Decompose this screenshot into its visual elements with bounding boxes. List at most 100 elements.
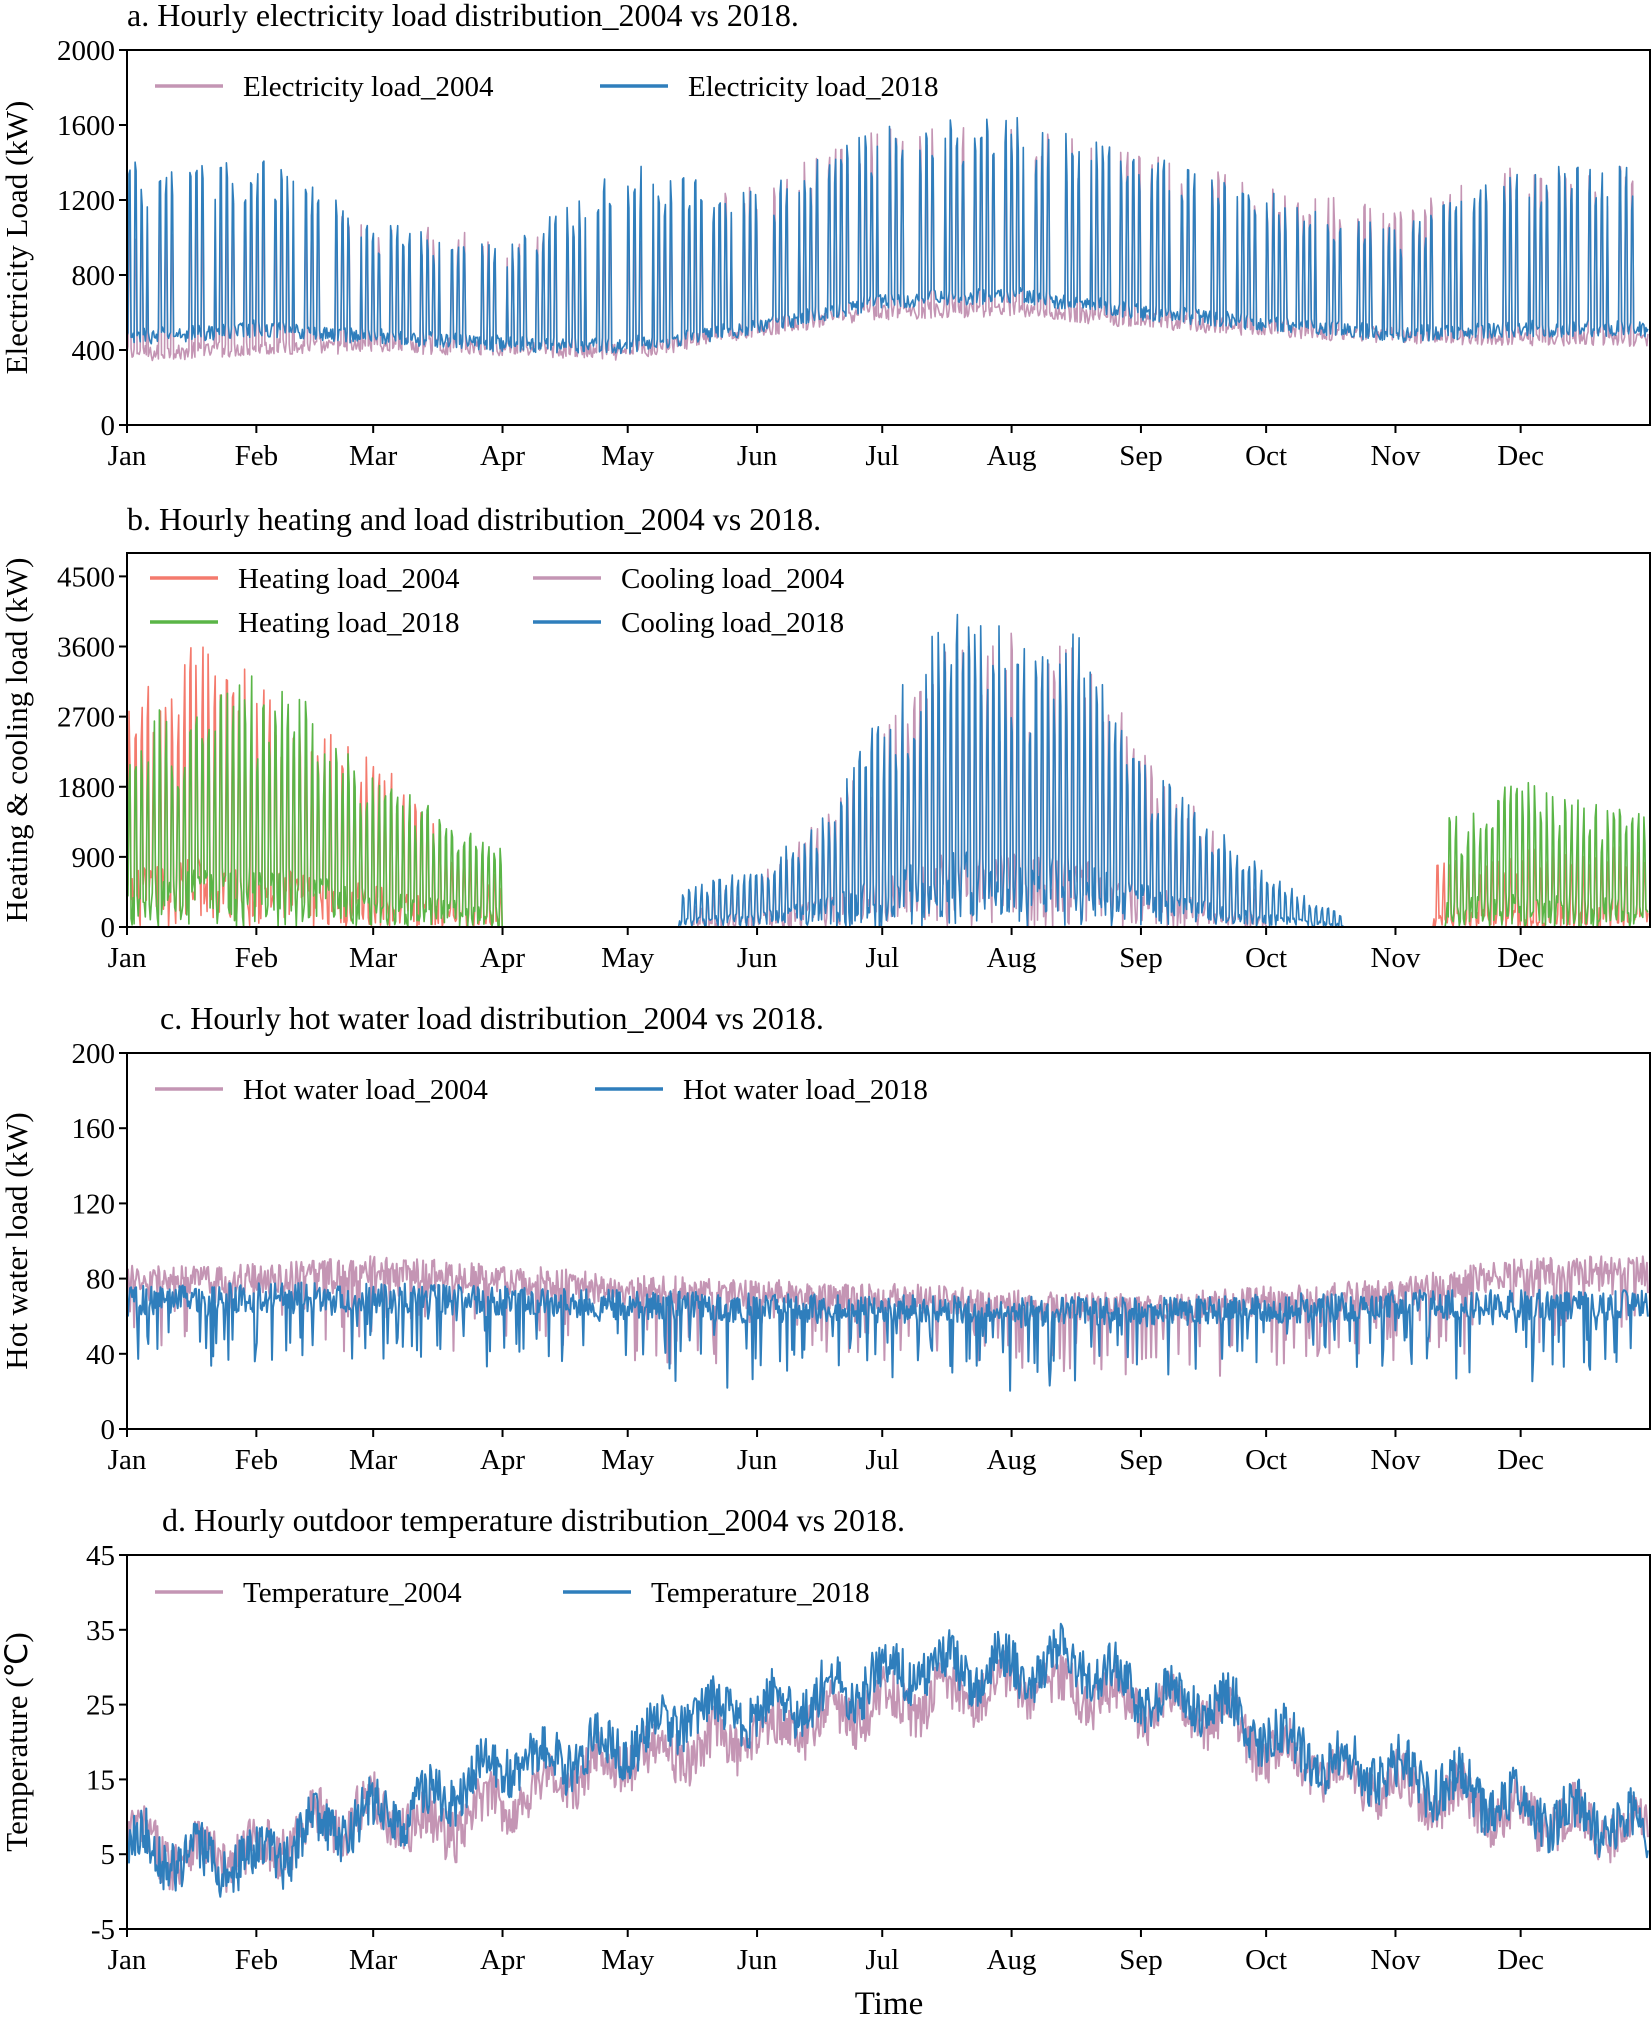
x-tick-label-nov: Nov [1370,1444,1420,1476]
y-tick-label: 1600 [57,110,115,142]
y-tick-label: 160 [72,1113,116,1145]
panel-b-title: b. Hourly heating and load distribution_… [127,501,821,537]
legend-label: Heating load_2004 [238,563,460,595]
x-tick-label-apr: Apr [480,1444,525,1476]
series-line-temperature-2018 [126,1622,1649,1898]
y-tick-label: 1200 [57,185,115,217]
x-tick-label-nov: Nov [1370,1944,1420,1976]
legend-label: Electricity load_2018 [688,71,938,103]
panel-a-title: a. Hourly electricity load distribution_… [127,0,799,33]
y-axis-label: Electricity Load (kW) [0,101,34,375]
x-tick-label-aug: Aug [987,1944,1037,1976]
x-tick-label-dec: Dec [1497,440,1544,472]
legend-label: Electricity load_2004 [243,71,494,103]
panel-c-hot-water: c. Hourly hot water load distribution_20… [0,1000,1651,1476]
y-tick-label: 200 [72,1038,116,1070]
series-layer [126,1622,1649,1898]
series-line-heating-load-2018 [126,675,1649,928]
legend: Electricity load_2004 Electricity load_20… [155,71,938,103]
y-tick-label: 4500 [57,561,115,593]
x-tick-label-jul: Jul [865,440,899,472]
y-tick-label: 800 [72,260,116,292]
panel-d-temperature: d. Hourly outdoor temperature distributi… [0,1502,1651,2019]
y-tick-label: -5 [91,1914,115,1946]
y-tick-label: 40 [86,1339,115,1371]
x-tick-label-sep: Sep [1119,440,1163,472]
series-layer [126,116,1649,362]
series-layer [126,1255,1649,1392]
x-tick-label-jan: Jan [108,1444,147,1476]
panel-a-electricity: a. Hourly electricity load distribution_… [0,0,1651,472]
series-line-electricity-load-2004 [126,125,1649,362]
y-tick-label: 0 [101,410,116,442]
x-tick-label-dec: Dec [1497,942,1544,974]
x-tick-label-aug: Aug [987,942,1037,974]
panel-d-title: d. Hourly outdoor temperature distributi… [162,1502,905,1538]
y-axis-label: Temperature (℃) [0,1632,34,1851]
y-tick-label: 0 [101,912,116,944]
x-tick-label-jun: Jun [737,1944,778,1976]
x-tick-label-jan: Jan [108,1944,147,1976]
y-tick-label: 2000 [57,35,115,67]
y-axis-label: Hot water load (kW) [0,1112,34,1369]
x-tick-label-feb: Feb [235,942,279,974]
x-axis-label: Time [855,1986,923,2019]
x-tick-label-jul: Jul [865,942,899,974]
x-tick-label-apr: Apr [480,440,525,472]
x-tick-label-apr: Apr [480,1944,525,1976]
y-tick-label: 25 [86,1690,115,1722]
x-tick-label-sep: Sep [1119,1444,1163,1476]
x-tick-label-dec: Dec [1497,1944,1544,1976]
x-tick-label-oct: Oct [1245,440,1287,472]
x-tick-label-mar: Mar [349,440,398,472]
legend-label: Cooling load_2018 [621,607,844,639]
legend: Heating load_2004 Cooling load_2004 Heatin… [150,563,845,639]
y-tick-label: 3600 [57,632,115,664]
legend-label: Cooling load_2004 [621,563,845,595]
plot-frame [126,1554,1651,1930]
y-tick-label: 35 [86,1615,115,1647]
legend-label: Temperature_2004 [243,1577,462,1609]
x-tick-label-nov: Nov [1370,440,1420,472]
series-line-electricity-load-2018 [126,116,1649,355]
plot-frame [126,49,1651,426]
y-tick-label: 900 [72,842,116,874]
x-tick-label-may: May [601,942,655,974]
y-tick-label: 15 [86,1764,115,1796]
x-tick-label-jul: Jul [865,1944,899,1976]
x-tick-label-apr: Apr [480,942,525,974]
x-tick-label-feb: Feb [235,440,279,472]
x-tick-label-jan: Jan [108,942,147,974]
legend: Temperature_2004 Temperature_2018 [155,1577,870,1609]
x-tick-label-nov: Nov [1370,942,1420,974]
legend-label: Hot water load_2018 [683,1074,928,1106]
panel-b-heating-cooling: b. Hourly heating and load distribution_… [0,501,1651,974]
legend-label: Heating load_2018 [238,607,459,639]
x-tick-label-aug: Aug [987,1444,1037,1476]
x-tick-label-sep: Sep [1119,1944,1163,1976]
x-tick-label-dec: Dec [1497,1444,1544,1476]
y-tick-label: 45 [86,1540,115,1572]
y-tick-label: 0 [101,1414,116,1446]
series-layer [126,613,1649,928]
x-tick-label-mar: Mar [349,1444,398,1476]
x-tick-label-feb: Feb [235,1444,279,1476]
x-tick-label-mar: Mar [349,942,398,974]
x-tick-label-jun: Jun [737,942,778,974]
x-tick-label-may: May [601,1944,655,1976]
legend: Hot water load_2004 Hot water load_2018 [155,1074,928,1106]
plot-frame [126,552,1651,928]
y-tick-label: 80 [86,1264,115,1296]
y-tick-label: 400 [72,335,116,367]
x-tick-label-may: May [601,1444,655,1476]
x-tick-label-oct: Oct [1245,1944,1287,1976]
x-tick-label-jun: Jun [737,1444,778,1476]
x-tick-label-aug: Aug [987,440,1037,472]
x-tick-label-may: May [601,440,655,472]
panel-c-title: c. Hourly hot water load distribution_20… [160,1000,824,1036]
y-tick-label: 2700 [57,702,115,734]
y-tick-label: 1800 [57,772,115,804]
x-tick-label-sep: Sep [1119,942,1163,974]
x-tick-label-jan: Jan [108,440,147,472]
